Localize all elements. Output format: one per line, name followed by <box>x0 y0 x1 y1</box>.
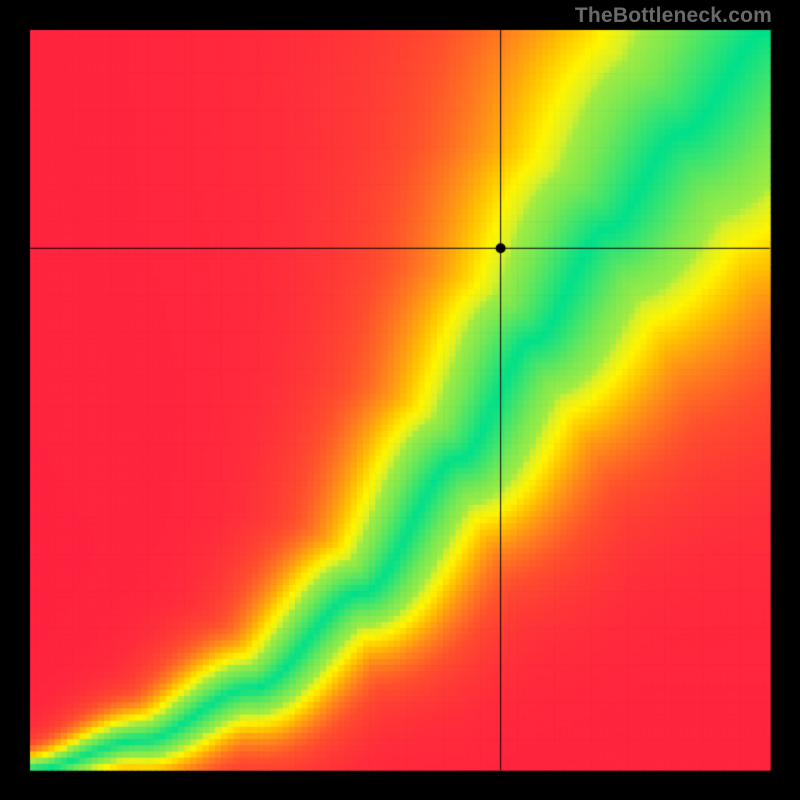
chart-container: TheBottleneck.com <box>0 0 800 800</box>
heatmap-canvas <box>0 0 800 800</box>
watermark-text: TheBottleneck.com <box>575 4 772 28</box>
